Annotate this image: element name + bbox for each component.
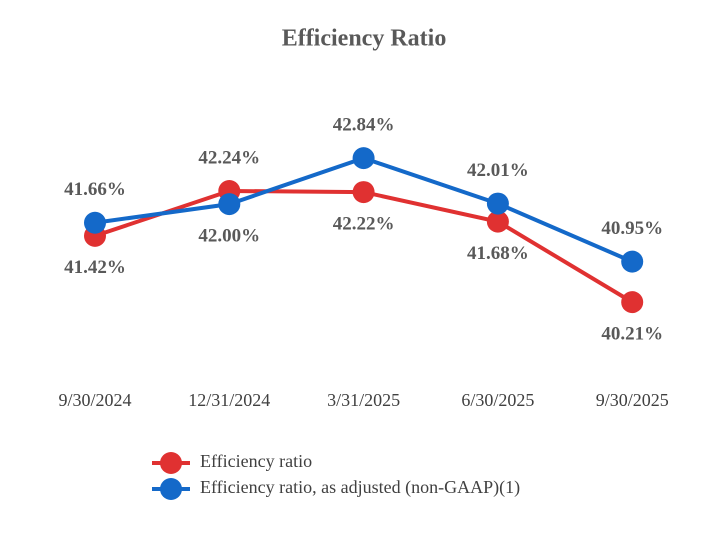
point [218,193,241,216]
legend-label: Efficiency ratio, as adjusted (non-GAAP)… [200,477,520,498]
x-tick-label: 9/30/2024 [58,390,131,410]
point [621,250,644,273]
point [352,181,375,204]
legend-marker [160,478,182,500]
series-line [94,188,634,304]
point [486,210,509,233]
chart-title: Efficiency Ratio [282,26,447,52]
data-label: 42.22% [333,213,395,234]
point [486,192,509,215]
point [621,291,644,314]
series-line [94,156,633,264]
data-label: 42.00% [198,225,260,246]
data-label: 41.42% [64,257,126,278]
x-tick-label: 3/31/2025 [327,390,400,410]
data-label: 42.84% [333,114,395,135]
data-label: 40.21% [601,323,663,344]
x-tick-label: 12/31/2024 [188,390,270,410]
x-tick-label: 9/30/2025 [596,390,669,410]
data-label: 42.01% [467,160,529,181]
legend-marker [160,452,182,474]
data-label: 40.95% [601,218,663,239]
data-label: 41.68% [467,243,529,264]
point [352,147,375,170]
x-tick-label: 6/30/2025 [461,390,534,410]
data-label: 42.24% [198,147,260,168]
point [84,211,106,234]
legend-label: Efficiency ratio [200,451,312,471]
data-label: 41.66% [64,179,126,200]
